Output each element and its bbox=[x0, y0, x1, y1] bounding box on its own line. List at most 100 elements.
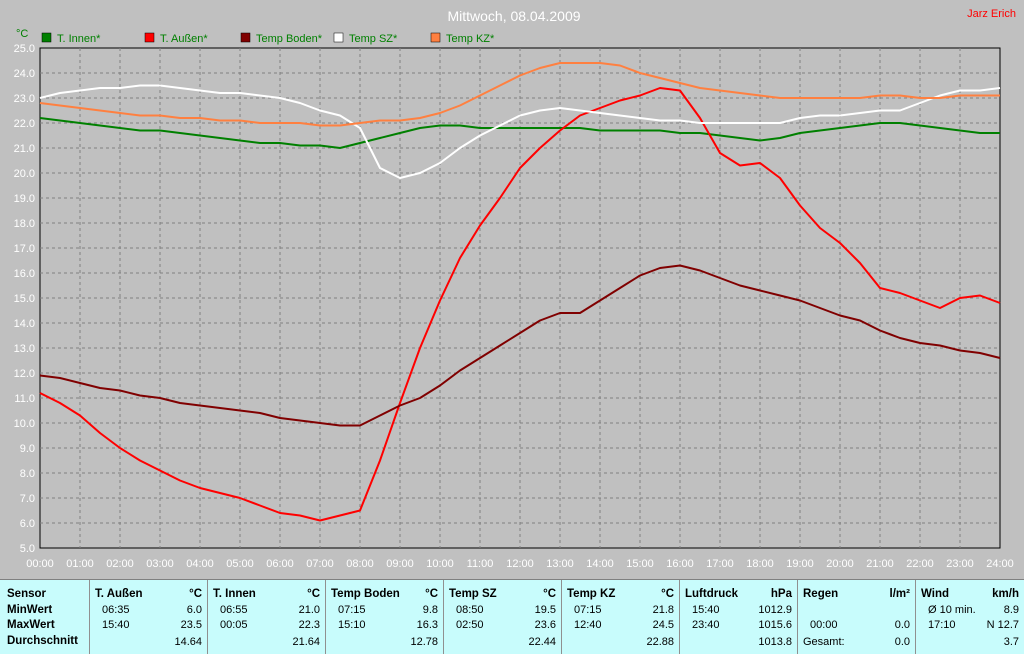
x-tick-label: 21:00 bbox=[866, 558, 894, 570]
y-tick-label: 22.0 bbox=[14, 118, 35, 130]
legend-label: Temp Boden* bbox=[256, 33, 323, 45]
min-value: 21.0 bbox=[298, 604, 320, 616]
average-value: 1013.8 bbox=[758, 636, 792, 648]
stat-column-title: Temp SZ bbox=[449, 588, 497, 600]
grid-lines bbox=[40, 48, 1000, 548]
y-tick-label: 11.0 bbox=[14, 393, 35, 405]
y-tick-label: 25.0 bbox=[14, 43, 35, 55]
legend-swatch bbox=[430, 32, 441, 43]
stat-column-unit: l/m² bbox=[889, 588, 910, 600]
y-tick-label: 16.0 bbox=[14, 268, 35, 280]
max-value: 24.5 bbox=[652, 619, 674, 631]
stat-column: Luftdruck hPa 15:40 1012.9 23:40 1015.6 1013.8 bbox=[679, 580, 797, 654]
max-time: 15:40 bbox=[102, 619, 130, 631]
max-time: 00:05 bbox=[220, 619, 248, 631]
stat-column: Wind km/h Ø 10 min. 8.9 17:10 N 12.7 3.7 bbox=[915, 580, 1024, 654]
max-value: 23.5 bbox=[180, 619, 202, 631]
x-tick-label: 09:00 bbox=[386, 558, 414, 570]
y-tick-label: 6.0 bbox=[20, 518, 35, 530]
min-time: 07:15 bbox=[338, 604, 366, 616]
x-tick-label: 24:00 bbox=[986, 558, 1014, 570]
min-time: 07:15 bbox=[574, 604, 602, 616]
x-tick-label: 14:00 bbox=[586, 558, 614, 570]
legend-swatch bbox=[144, 32, 155, 43]
min-value: 9.8 bbox=[422, 604, 438, 616]
stat-column: Temp KZ °C 07:15 21.8 12:40 24.5 22.88 bbox=[561, 580, 679, 654]
min-time: 06:35 bbox=[102, 604, 130, 616]
legend-swatch bbox=[240, 32, 251, 43]
statistics-table: Sensor MinWert MaxWert Durchschnitt T. A… bbox=[0, 579, 1024, 654]
temperature-chart: Mittwoch, 08.04.2009 Jarz Erich °C T. In… bbox=[14, 8, 1016, 570]
x-tick-label: 19:00 bbox=[786, 558, 814, 570]
stat-column: Regen l/m² 00:00 0.0 Gesamt: 0.0 bbox=[797, 580, 915, 654]
y-tick-label: 14.0 bbox=[14, 318, 35, 330]
legend-label: Temp KZ* bbox=[446, 33, 495, 45]
average-value: 3.7 bbox=[1003, 636, 1019, 648]
x-tick-label: 01:00 bbox=[66, 558, 94, 570]
max-value: 1015.6 bbox=[758, 619, 792, 631]
max-value: N 12.7 bbox=[986, 619, 1019, 631]
x-tick-label: 16:00 bbox=[666, 558, 694, 570]
y-tick-label: 13.0 bbox=[14, 343, 35, 355]
min-value: 6.0 bbox=[186, 604, 202, 616]
x-tick-label: 04:00 bbox=[186, 558, 214, 570]
series-line bbox=[39, 84, 1001, 179]
x-tick-label: 02:00 bbox=[106, 558, 134, 570]
row-label-sensor: Sensor bbox=[7, 588, 46, 600]
min-value: 21.8 bbox=[652, 604, 674, 616]
y-tick-label: 24.0 bbox=[14, 68, 35, 80]
min-time: 08:50 bbox=[456, 604, 484, 616]
x-tick-label: 06:00 bbox=[266, 558, 294, 570]
stat-column: T. Außen °C 06:35 6.0 15:40 23.5 14.64 bbox=[89, 580, 207, 654]
stat-column: T. Innen °C 06:55 21.0 00:05 22.3 21.64 bbox=[207, 580, 325, 654]
min-value: 1012.9 bbox=[758, 604, 792, 616]
x-tick-label: 18:00 bbox=[746, 558, 774, 570]
series-line bbox=[39, 87, 1001, 522]
stat-column-unit: °C bbox=[543, 588, 556, 600]
y-tick-label: 21.0 bbox=[14, 143, 35, 155]
y-tick-label: 7.0 bbox=[20, 493, 35, 505]
stat-column-unit: km/h bbox=[992, 588, 1019, 600]
max-time: 12:40 bbox=[574, 619, 602, 631]
min-value: 19.5 bbox=[534, 604, 556, 616]
min-time: Ø 10 min. bbox=[928, 604, 976, 616]
x-tick-label: 12:00 bbox=[506, 558, 534, 570]
total-label: Gesamt: bbox=[803, 636, 845, 648]
series-line bbox=[39, 117, 1000, 149]
stat-column: Temp Boden °C 07:15 9.8 15:10 16.3 12.78 bbox=[325, 580, 443, 654]
average-value: 14.64 bbox=[174, 636, 202, 648]
stat-column-title: Temp KZ bbox=[567, 588, 616, 600]
y-tick-label: 18.0 bbox=[14, 218, 35, 230]
legend-label: Temp SZ* bbox=[349, 33, 398, 45]
average-value: 22.88 bbox=[646, 636, 674, 648]
average-value: 0.0 bbox=[894, 636, 910, 648]
max-time: 23:40 bbox=[692, 619, 720, 631]
chart-watermark: Jarz Erich bbox=[967, 8, 1016, 20]
stat-column-unit: hPa bbox=[770, 588, 792, 600]
stat-column-unit: °C bbox=[307, 588, 320, 600]
x-tick-label: 17:00 bbox=[706, 558, 734, 570]
y-unit-label: °C bbox=[16, 28, 28, 40]
y-tick-label: 12.0 bbox=[14, 368, 35, 380]
y-tick-label: 23.0 bbox=[14, 93, 35, 105]
x-tick-label: 23:00 bbox=[946, 558, 974, 570]
y-tick-label: 15.0 bbox=[14, 293, 35, 305]
x-tick-label: 05:00 bbox=[226, 558, 254, 570]
chart-title: Mittwoch, 08.04.2009 bbox=[447, 8, 580, 24]
max-value: 16.3 bbox=[416, 619, 438, 631]
stat-column: Temp SZ °C 08:50 19.5 02:50 23.6 22.44 bbox=[443, 580, 561, 654]
average-value: 22.44 bbox=[528, 636, 556, 648]
max-value: 22.3 bbox=[298, 619, 320, 631]
stat-column-unit: °C bbox=[189, 588, 202, 600]
x-tick-label: 20:00 bbox=[826, 558, 854, 570]
x-tick-label: 22:00 bbox=[906, 558, 934, 570]
stat-column-title: Luftdruck bbox=[685, 588, 739, 600]
stat-column-unit: °C bbox=[425, 588, 438, 600]
row-label-min: MinWert bbox=[7, 604, 53, 616]
max-time: 00:00 bbox=[810, 619, 838, 631]
chart-legend: T. Innen* T. Außen* Temp Boden* Temp SZ* Tem… bbox=[41, 32, 495, 45]
y-tick-label: 19.0 bbox=[14, 193, 35, 205]
y-tick-label: 5.0 bbox=[20, 543, 35, 555]
y-tick-label: 8.0 bbox=[20, 468, 35, 480]
series-line bbox=[39, 264, 1001, 427]
